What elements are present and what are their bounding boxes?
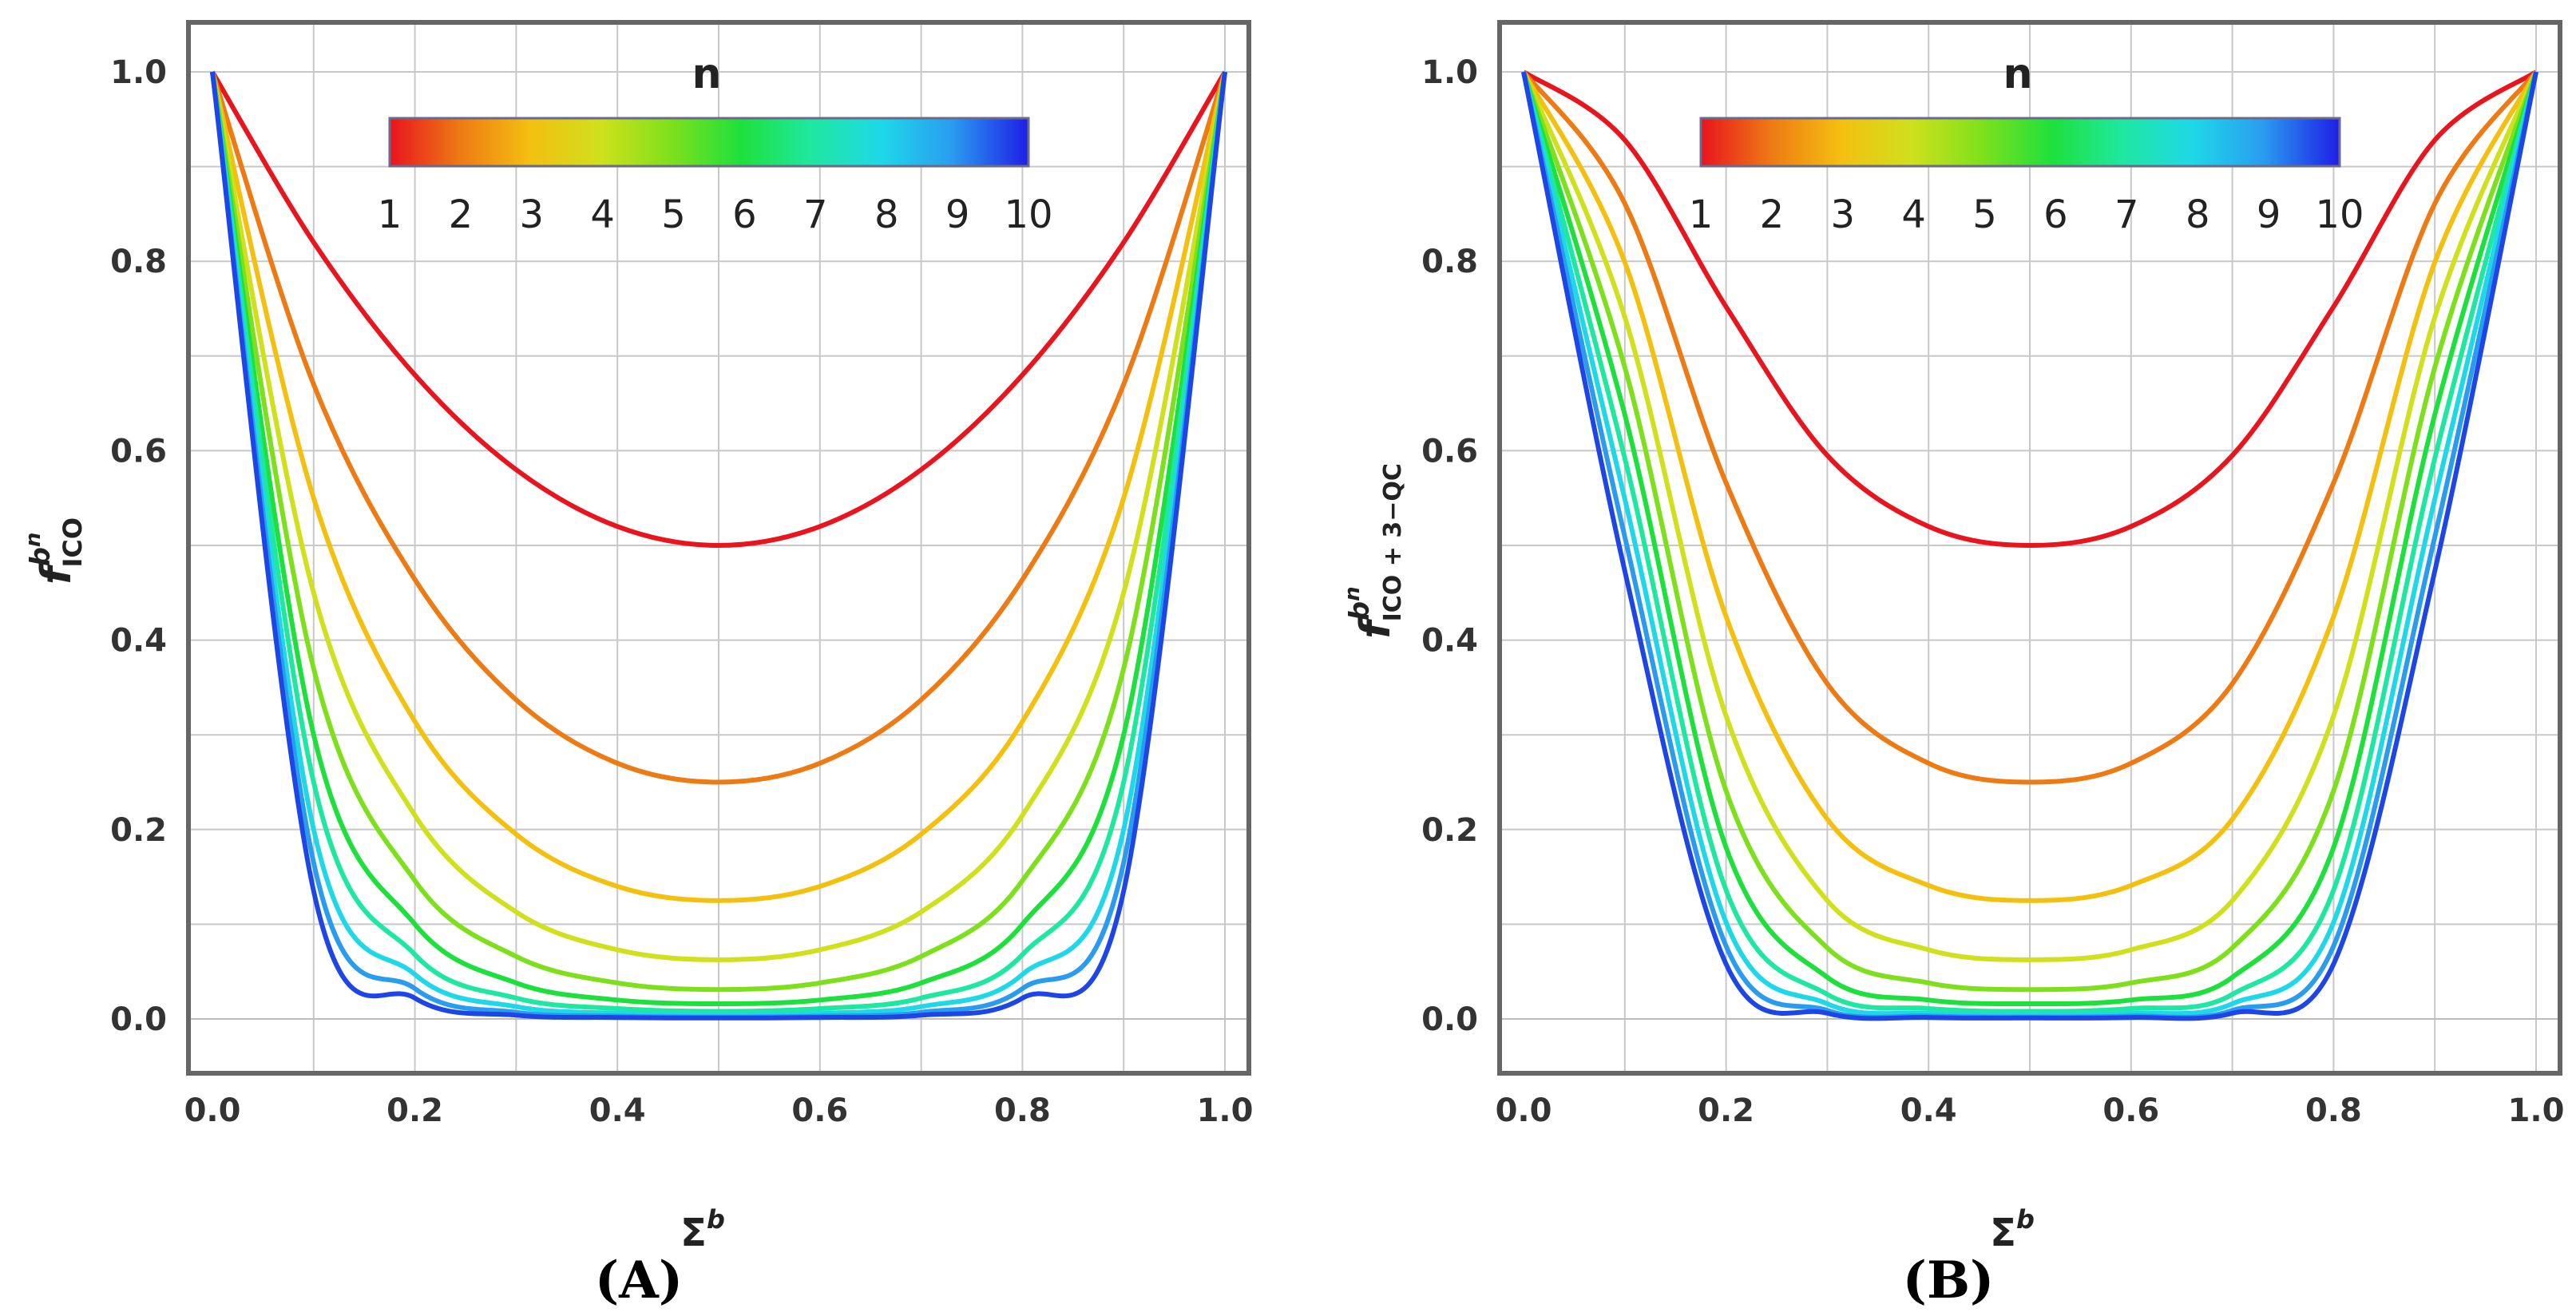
series-line-n5 (210, 71, 1227, 993)
x-tick-label: 0.2 (386, 1092, 443, 1129)
series-line-n1 (210, 70, 1227, 548)
x-tick-label: 0.0 (1496, 1092, 1552, 1129)
x-axis-label: Σb (680, 1204, 725, 1255)
series-line-n4 (1521, 70, 2538, 962)
series-line-n2 (1521, 70, 2538, 785)
colorbar-label: 8 (874, 192, 899, 237)
colorbar-label: 3 (520, 192, 545, 237)
series-group (1521, 69, 2538, 1021)
x-tick-label: 0.0 (184, 1092, 241, 1129)
y-tick-label: 0.6 (110, 433, 167, 470)
colorbar-label: 2 (1760, 192, 1785, 237)
colorbar-label: 7 (803, 192, 828, 237)
colorbar-label: 10 (2315, 192, 2364, 237)
series-line-n3 (210, 71, 1227, 903)
y-tick-label: 0.4 (1421, 623, 1478, 660)
x-tick-label: 0.4 (589, 1092, 646, 1129)
y-tick-labels: 0.0 0.2 0.4 0.6 0.8 1.0 (1421, 54, 1478, 1038)
series-line-n10 (210, 71, 1227, 1021)
y-axis-label: fbn ICO (22, 517, 88, 585)
colorbar-label: 1 (378, 192, 402, 237)
colorbar-label: 1 (1689, 192, 1714, 237)
y-tick-label: 0.0 (1421, 1001, 1478, 1038)
x-tick-labels: 0.0 0.2 0.4 0.6 0.8 1.0 (184, 1092, 1254, 1129)
colorbar-label: 3 (1831, 192, 1856, 237)
colorbar (1699, 117, 2341, 168)
y-tick-label: 1.0 (110, 54, 167, 91)
colorbar-labels: 1 2 3 4 5 6 7 8 9 10 (1689, 192, 2364, 237)
colorbar-label: 5 (661, 192, 686, 237)
colorbar-label: 6 (2043, 192, 2068, 237)
colorbar-label: 9 (945, 192, 970, 237)
series-line-n5 (1521, 71, 2538, 993)
x-axis-label: Σb (1990, 1204, 2035, 1255)
x-tick-label: 0.2 (1698, 1092, 1754, 1129)
chart-panel-a: 0.0 0.2 0.4 0.6 0.8 1.0 0.00.20.40.60.81.0 n … (22, 20, 1254, 1310)
chart-panel-b: 0.0 0.2 0.4 0.6 0.8 1.0 0.00.20.40.60.81.0 n … (1341, 20, 2565, 1310)
panel-label-a: (A) (595, 1251, 683, 1310)
colorbar-title: n (2003, 50, 2032, 98)
colorbar-title: n (692, 50, 721, 98)
colorbar-label: 9 (2257, 192, 2281, 237)
series-line-n1 (1522, 69, 2538, 548)
colorbar-label: 4 (590, 192, 615, 237)
y-axis-label: fbn ICO + 3−QC (1341, 463, 1407, 639)
y-tick-label: 1.0 (1421, 54, 1478, 91)
colorbar-label: 8 (2186, 192, 2210, 237)
x-tick-label: 0.4 (1900, 1092, 1957, 1129)
colorbar-labels: 1 2 3 4 5 6 7 8 9 10 (378, 192, 1053, 237)
y-tick-labels: 0.0 0.2 0.4 0.6 0.8 1.0 (110, 54, 167, 1038)
colorbar-label: 10 (1004, 192, 1052, 237)
colorbar (388, 117, 1030, 168)
y-tick-label: 0.6 (1421, 433, 1478, 470)
series-line-n7 (1521, 71, 2538, 1014)
colorbar-label: 5 (1972, 192, 1997, 237)
x-tick-label: 0.6 (2102, 1092, 2159, 1129)
series-line-n6 (1521, 71, 2538, 1007)
x-tick-label: 0.6 (791, 1092, 848, 1129)
series-line-n3 (1521, 70, 2538, 903)
y-tick-label: 0.2 (1421, 812, 1478, 849)
y-tick-label: 0.8 (110, 244, 167, 280)
panel-label-b: (B) (1903, 1251, 1995, 1310)
series-group (210, 70, 1227, 1021)
y-tick-label: 0.0 (110, 1001, 167, 1038)
colorbar-label: 7 (2114, 192, 2139, 237)
series-line-n6 (210, 71, 1227, 1006)
y-tick-label: 0.2 (110, 812, 167, 849)
x-tick-label: 0.8 (994, 1092, 1051, 1129)
x-tick-labels: 0.0 0.2 0.4 0.6 0.8 1.0 (1496, 1092, 2565, 1129)
colorbar-label: 4 (1901, 192, 1926, 237)
series-line-n10 (1521, 71, 2538, 1021)
x-tick-label: 1.0 (2508, 1092, 2565, 1129)
colorbar-label: 6 (732, 192, 757, 237)
series-line-n7 (210, 71, 1227, 1014)
x-tick-label: 1.0 (1197, 1092, 1254, 1129)
y-tick-label: 0.4 (110, 623, 167, 660)
series-line-n4 (210, 71, 1227, 962)
series-line-n2 (210, 71, 1227, 785)
y-tick-label: 0.8 (1421, 244, 1478, 280)
x-tick-label: 0.8 (2305, 1092, 2362, 1129)
colorbar-label: 2 (449, 192, 474, 237)
